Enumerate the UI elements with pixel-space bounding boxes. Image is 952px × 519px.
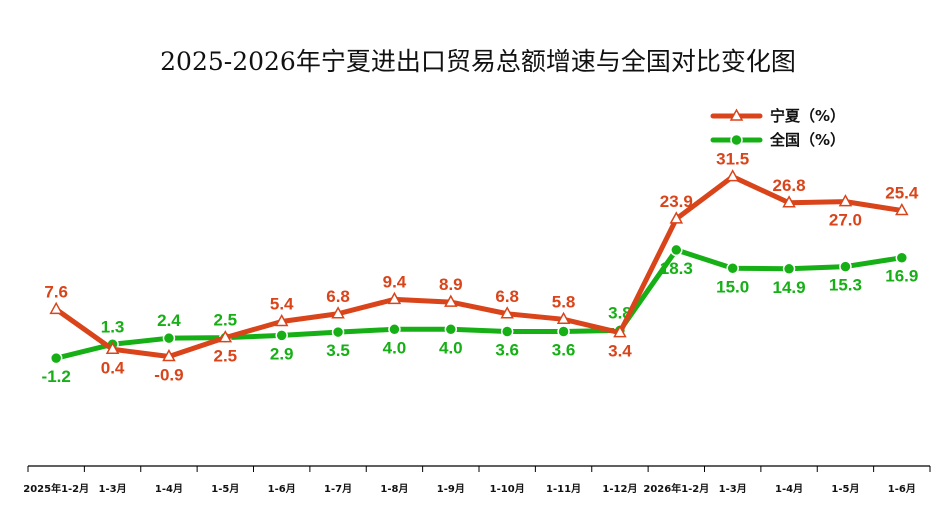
data-point-national	[162, 331, 176, 345]
x-tick-label: 1-9月	[437, 483, 465, 495]
data-point-ningxia	[613, 325, 627, 338]
data-point-ningxia	[218, 330, 233, 343]
legend: 宁夏（%） 全国（%）	[710, 107, 845, 149]
data-label-ningxia: 31.5	[716, 150, 749, 169]
data-point-ningxia	[500, 306, 514, 319]
x-tick-label: 1-6月	[888, 483, 916, 495]
series-line-ningxia	[53, 174, 905, 359]
data-label-ningxia: -0.9	[154, 365, 183, 384]
data-point-national	[726, 262, 739, 275]
x-tick-label: 1-5月	[831, 483, 859, 495]
data-point-national	[388, 323, 401, 336]
data-label-ningxia: 25.4	[885, 184, 919, 203]
data-label-national: 2.9	[270, 344, 294, 363]
x-tick-label: 2026年1-2月	[643, 482, 709, 495]
x-tick-label: 1-10月	[490, 483, 525, 495]
data-label-national: 4.0	[439, 338, 463, 357]
data-label-ningxia: 2.5	[213, 347, 237, 366]
series-ningxia: 7.6 0.4 -0.9 2.5 5.4 6.8 9.4 8.9 6.8 5.8 3.4 23.9 31…	[44, 150, 919, 385]
legend-label-national: 全国（%）	[769, 131, 845, 149]
data-label-national: 15.3	[829, 276, 862, 295]
x-tick-label: 2025年1-2月	[23, 482, 89, 495]
x-tick-label: 1-4月	[775, 483, 803, 495]
x-tick-label: 1-4月	[155, 483, 183, 495]
data-label-ningxia: 27.0	[829, 211, 862, 230]
legend-marker-ningxia	[729, 108, 744, 121]
data-label-national: 1.3	[101, 317, 125, 336]
data-point-ningxia	[895, 202, 909, 216]
data-point-ningxia	[669, 211, 684, 224]
data-point-ningxia	[782, 195, 796, 208]
data-point-ningxia	[49, 301, 63, 315]
data-label-national: 3.6	[552, 341, 576, 360]
data-point-national	[782, 262, 796, 276]
x-tick-label: 1-12月	[602, 483, 637, 495]
data-label-ningxia: 26.8	[773, 176, 806, 195]
data-label-ningxia: 6.8	[495, 287, 519, 306]
data-point-ningxia	[556, 311, 571, 325]
data-label-national: -1.2	[42, 367, 71, 386]
x-tick-label: 1-3月	[719, 483, 747, 495]
data-label-ningxia: 3.4	[608, 342, 632, 361]
x-tick-label: 1-3月	[99, 483, 127, 495]
data-label-ningxia: 9.4	[383, 272, 407, 291]
x-tick-label: 1-7月	[324, 483, 352, 495]
data-label-ningxia: 0.4	[101, 358, 125, 377]
data-label-ningxia: 5.8	[552, 292, 576, 311]
data-label-national: 14.9	[773, 278, 806, 297]
data-point-ningxia	[331, 306, 345, 319]
legend-entry-1: 全国（%）	[710, 131, 845, 149]
data-label-national: 16.9	[885, 267, 918, 286]
series-layer: -1.21.3 2.4 2.52.9 3.5 4.0 4.0 3.6 3.63.818.315…	[42, 150, 919, 386]
data-label-ningxia: 23.9	[660, 192, 693, 211]
data-point-national	[895, 251, 909, 264]
data-point-ningxia	[838, 194, 853, 207]
data-point-ningxia	[444, 294, 458, 307]
x-tick-label: 1-8月	[380, 483, 408, 495]
legend-entry-0: 宁夏（%）	[710, 107, 845, 125]
data-point-national	[670, 243, 683, 257]
data-label-national: 15.0	[716, 277, 749, 296]
data-point-national	[275, 329, 288, 342]
data-label-ningxia: 6.8	[326, 287, 350, 306]
data-label-ningxia: 7.6	[44, 282, 68, 301]
data-point-ningxia	[105, 341, 120, 355]
x-tick-label: 1-6月	[268, 483, 296, 495]
data-point-national	[500, 325, 514, 338]
data-point-ningxia	[725, 169, 740, 182]
data-point-national	[444, 323, 458, 336]
data-point-national	[331, 325, 345, 339]
data-point-ningxia	[274, 313, 289, 327]
data-label-ningxia: 5.4	[270, 295, 294, 314]
x-tick-label: 1-11月	[546, 483, 581, 495]
x-tick-label: 1-5月	[211, 483, 239, 495]
legend-label-ningxia: 宁夏（%）	[770, 107, 845, 125]
chart-title: 2025-2026年宁夏进出口贸易总额增速与全国对比变化图	[160, 47, 796, 76]
data-point-ningxia	[387, 291, 402, 305]
data-label-national: 18.3	[660, 259, 693, 278]
data-point-national	[49, 351, 63, 365]
x-axis: 2025年1-2月 1-3月 1-4月 1-5月 1-6月 1-7月 1-8月 1-9月 1-1…	[23, 465, 931, 495]
data-label-ningxia: 8.9	[439, 275, 463, 294]
data-point-national	[557, 325, 570, 338]
data-label-national: 3.6	[495, 341, 519, 360]
data-point-ningxia	[162, 348, 176, 362]
legend-marker-national	[730, 133, 743, 147]
data-label-national: 3.5	[326, 341, 350, 360]
data-point-national	[839, 260, 852, 273]
data-label-national: 4.0	[383, 338, 407, 357]
data-label-national: 2.4	[157, 311, 181, 330]
series-line-national	[53, 247, 905, 361]
data-label-national: 2.5	[213, 311, 237, 330]
